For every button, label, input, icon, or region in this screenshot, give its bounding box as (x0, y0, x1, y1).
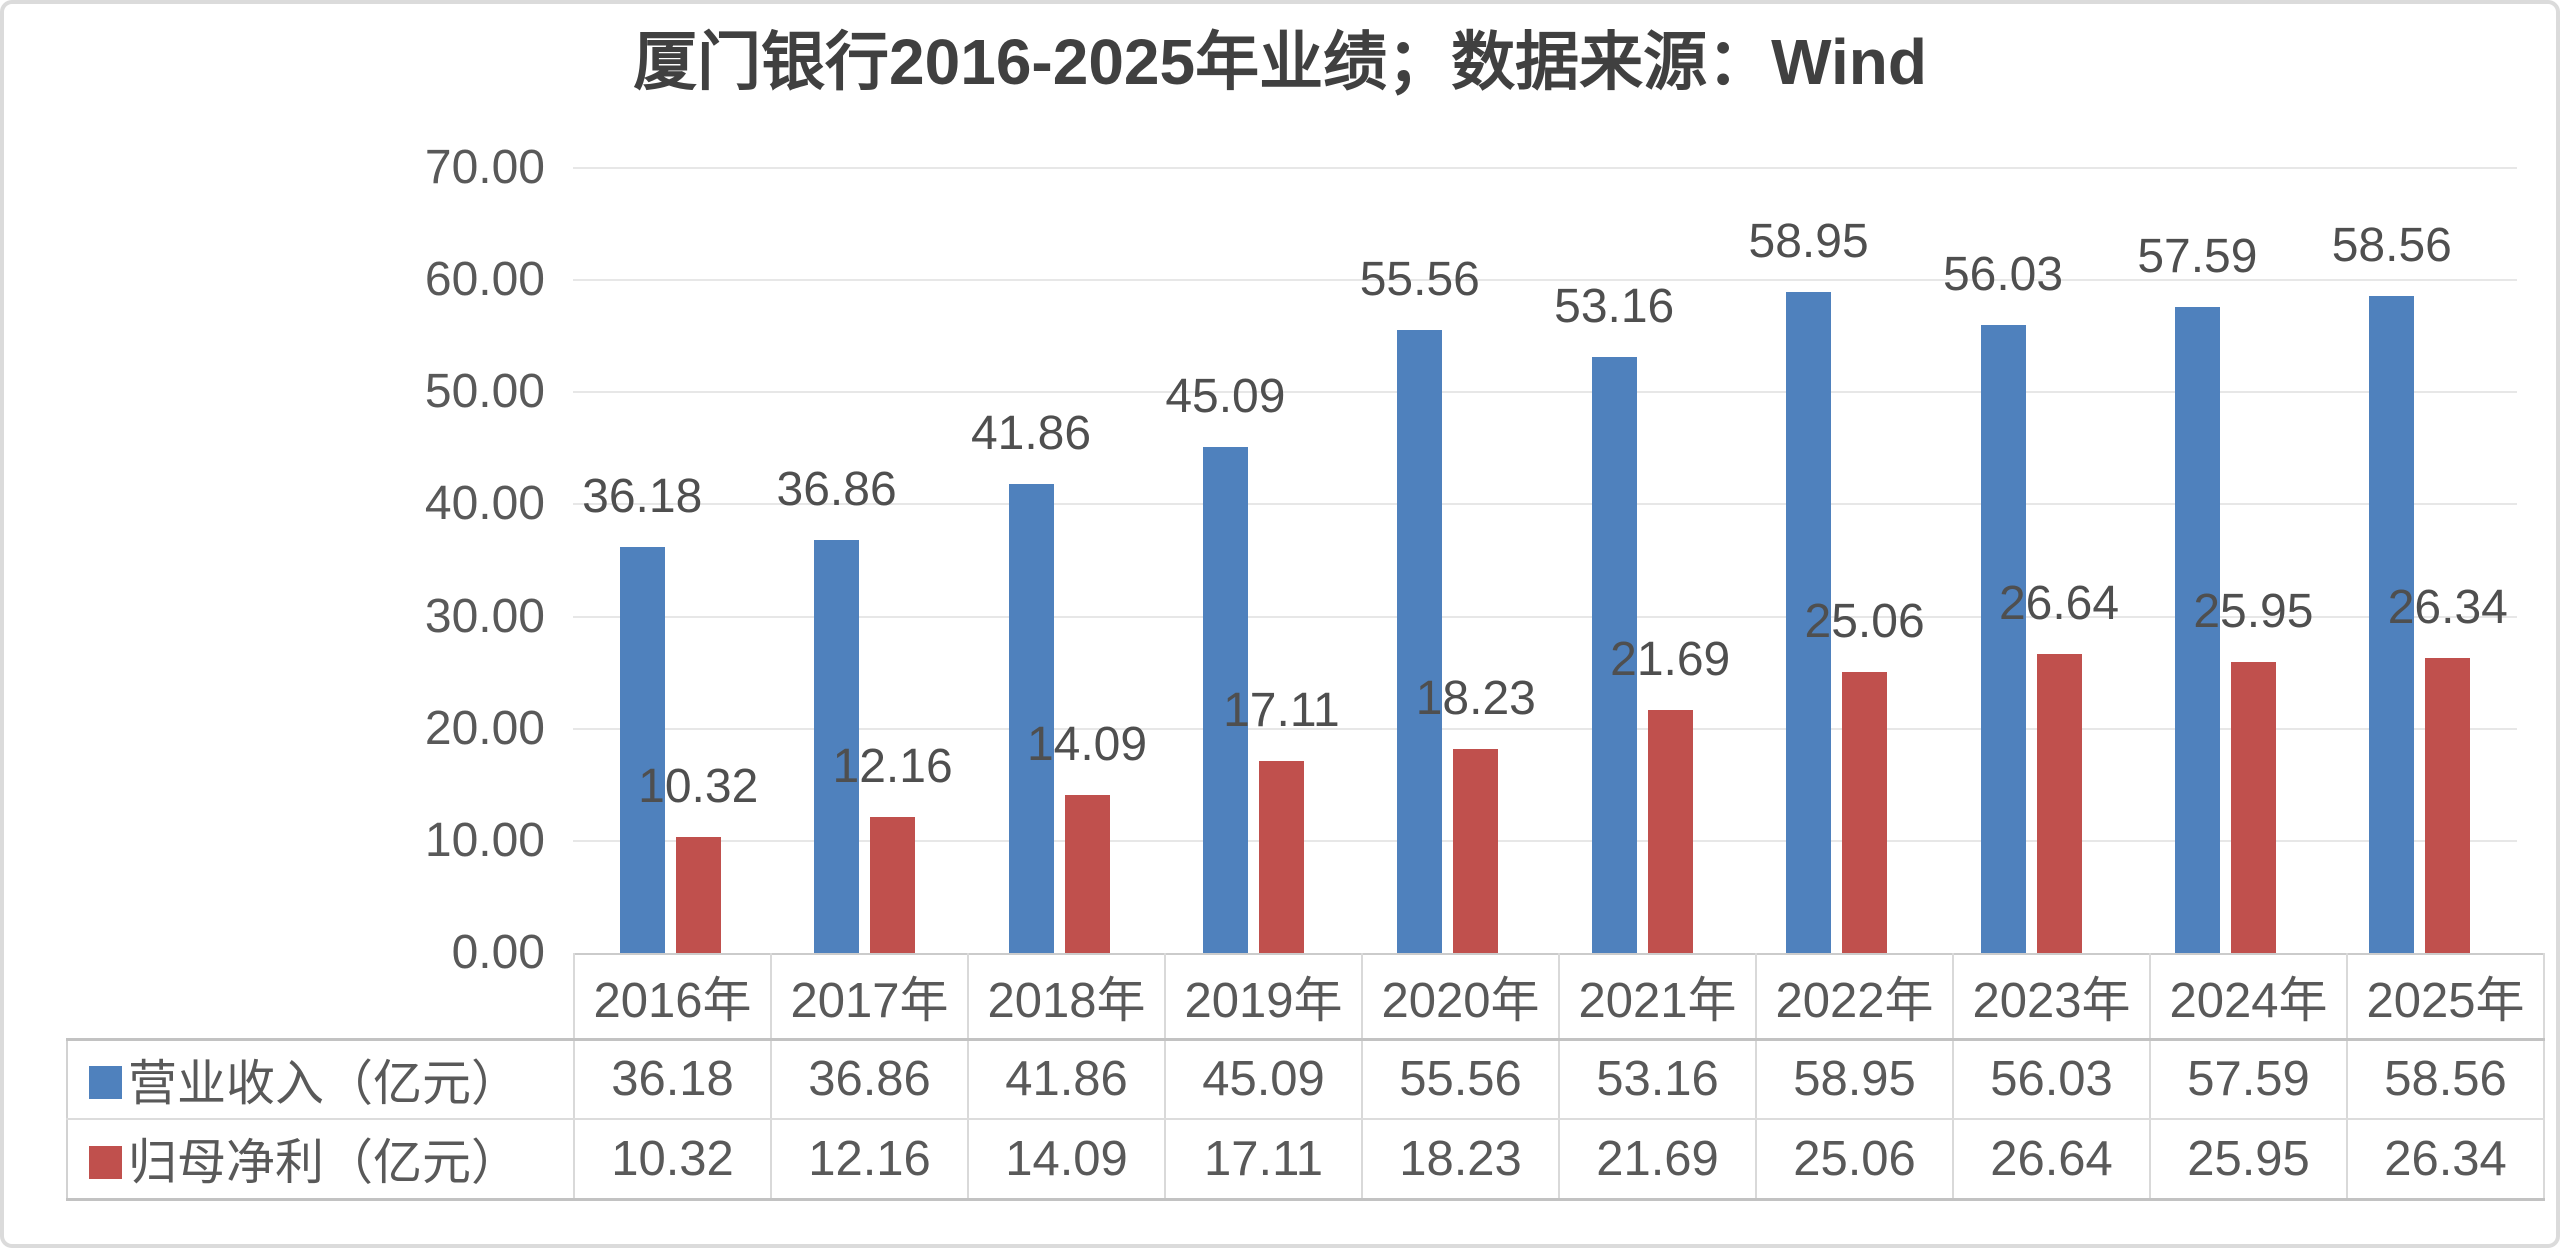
profit-bar-value-label-2019年: 17.11 (1223, 684, 1340, 737)
revenue-bar-value-label-2025年: 58.56 (2331, 219, 2452, 272)
revenue-cell-2019年: 45.09 (1165, 1039, 1363, 1120)
y-axis-tick-label-20: 20.00 (424, 701, 545, 755)
revenue-row: 营业收入（亿元） 36.18 36.86 41.86 45.09 55.56 53.16 58… (66, 1039, 2545, 1120)
year-header-2025年: 2025年 (2347, 953, 2545, 1041)
profit-series-name: 归母净利（亿元） (128, 1136, 521, 1191)
revenue-cell-2021年: 53.16 (1559, 1039, 1757, 1120)
year-header-2017年: 2017年 (771, 953, 969, 1041)
revenue-cell-2024年: 57.59 (2150, 1039, 2348, 1120)
profit-bar-2021年 (1647, 710, 1693, 953)
profit-bar-value-label-2023年: 26.64 (1998, 577, 2120, 630)
y-axis-tick-label-10: 10.00 (424, 813, 545, 867)
profit-cell-2017年: 12.16 (771, 1119, 969, 1201)
plot-area: 36.18 10.32 36.86 12.16 41.86 14.09 45.09 17.11… (573, 167, 2517, 953)
y-axis-tick-label-30: 30.00 (424, 589, 545, 643)
revenue-bar-value-label-2021年: 53.16 (1554, 280, 1675, 333)
profit-cell-2020年: 18.23 (1362, 1119, 1560, 1201)
profit-bar-value-label-2022年: 25.06 (1804, 595, 1925, 648)
profit-bar-2023年 (2036, 654, 2082, 953)
year-header-2018年: 2018年 (968, 953, 1166, 1041)
chart-title: 厦门银行2016-2025年业绩；数据来源：Wind (633, 26, 1927, 98)
year-header-2019年: 2019年 (1165, 953, 1363, 1041)
revenue-cell-2022年: 58.95 (1756, 1039, 1954, 1120)
table-header-row: 2016年 2017年 2018年 2019年 2020年 2021年 2022年 2023年… (67, 953, 2545, 1041)
profit-legend-swatch-icon (89, 1145, 122, 1179)
revenue-bar-2020年 (1397, 330, 1443, 953)
profit-bar-value-label-2025年: 26.34 (2387, 581, 2508, 634)
revenue-cell-2023年: 56.03 (1953, 1039, 2151, 1120)
year-header-2024年: 2024年 (2150, 953, 2348, 1041)
revenue-bar-2017年 (814, 540, 860, 953)
year-header-2023年: 2023年 (1953, 953, 2151, 1041)
revenue-bar-2025年 (2369, 296, 2415, 953)
profit-bar-2018年 (1064, 795, 1110, 953)
profit-bar-2020年 (1453, 749, 1499, 953)
revenue-bar-value-label-2018年: 41.86 (970, 407, 1092, 460)
profit-cell-2018年: 14.09 (968, 1119, 1166, 1201)
revenue-bar-2021年 (1591, 357, 1637, 953)
gridline-10 (573, 839, 2517, 842)
data-table: 2016年 2017年 2018年 2019年 2020年 2021年 2022年 2023年… (66, 953, 2545, 1201)
profit-cell-2025年: 26.34 (2347, 1119, 2545, 1201)
revenue-bar-2022年 (1786, 292, 1832, 953)
profit-cell-2016年: 10.32 (574, 1119, 772, 1201)
y-axis-tick-label-40: 40.00 (424, 477, 545, 531)
revenue-bar-value-label-2019年: 45.09 (1165, 370, 1286, 423)
revenue-cell-2025年: 58.56 (2347, 1039, 2545, 1120)
gridline-20 (573, 727, 2517, 730)
revenue-bar-value-label-2024年: 57.59 (2137, 230, 2258, 283)
profit-row-label: 归母净利（亿元） (66, 1119, 575, 1201)
profit-bar-value-label-2017年: 12.16 (832, 740, 953, 793)
revenue-bar-value-label-2023年: 56.03 (1942, 248, 2064, 301)
y-axis-tick-label-70: 70.00 (424, 141, 545, 194)
profit-bar-2024年 (2230, 662, 2276, 953)
profit-cell-2021年: 21.69 (1559, 1119, 1757, 1201)
profit-bar-value-label-2020年: 18.23 (1415, 672, 1536, 725)
revenue-bar-2024年 (2174, 307, 2220, 953)
revenue-series-name: 营业收入（亿元） (128, 1056, 521, 1111)
revenue-cell-2020年: 55.56 (1362, 1039, 1560, 1120)
revenue-cell-2016年: 36.18 (574, 1039, 772, 1120)
year-header-2021年: 2021年 (1559, 953, 1757, 1041)
revenue-bar-value-label-2017年: 36.86 (776, 463, 897, 516)
revenue-row-label: 营业收入（亿元） (66, 1039, 575, 1120)
profit-bar-value-label-2021年: 21.69 (1610, 633, 1731, 686)
y-axis-tick-label-60: 60.00 (424, 253, 545, 307)
revenue-legend-swatch-icon (89, 1066, 122, 1100)
profit-bar-value-label-2024年: 25.95 (2193, 585, 2314, 638)
profit-row: 归母净利（亿元） 10.32 12.16 14.09 17.11 18.23 21.69 25… (66, 1119, 2545, 1201)
revenue-bar-2016年 (619, 547, 665, 953)
gridline-60 (573, 279, 2517, 282)
profit-cell-2023年: 26.64 (1953, 1119, 2151, 1201)
revenue-bar-2018年 (1008, 484, 1054, 953)
profit-cell-2022年: 25.06 (1756, 1119, 1954, 1201)
profit-bar-value-label-2018年: 14.09 (1026, 718, 1148, 771)
gridline-30 (573, 615, 2517, 618)
profit-bar-2016年 (675, 837, 721, 953)
revenue-bar-value-label-2020年: 55.56 (1359, 253, 1480, 306)
profit-cell-2019年: 17.11 (1165, 1119, 1363, 1201)
profit-bar-2022年 (1842, 672, 1888, 953)
revenue-bar-2019年 (1202, 447, 1248, 953)
profit-bar-2017年 (870, 817, 916, 953)
revenue-cell-2018年: 41.86 (968, 1039, 1166, 1120)
year-header-2016年: 2016年 (573, 953, 772, 1041)
gridline-40 (573, 503, 2517, 506)
revenue-bar-2023年 (1980, 325, 2026, 953)
profit-bar-2019年 (1258, 761, 1304, 953)
year-header-2022年: 2022年 (1756, 953, 1954, 1041)
y-axis-tick-label-50: 50.00 (424, 365, 545, 419)
revenue-bar-value-label-2022年: 58.95 (1748, 215, 1869, 268)
profit-bar-value-label-2016年: 10.32 (638, 760, 759, 813)
gridline-50 (573, 391, 2517, 394)
revenue-cell-2017年: 36.86 (771, 1039, 969, 1120)
revenue-bar-value-label-2016年: 36.18 (582, 470, 703, 523)
profit-cell-2024年: 25.95 (2150, 1119, 2348, 1201)
gridline-70 (573, 167, 2517, 169)
profit-bar-2025年 (2425, 658, 2471, 953)
table-corner-cell (67, 954, 575, 1041)
year-header-2020年: 2020年 (1362, 953, 1560, 1041)
